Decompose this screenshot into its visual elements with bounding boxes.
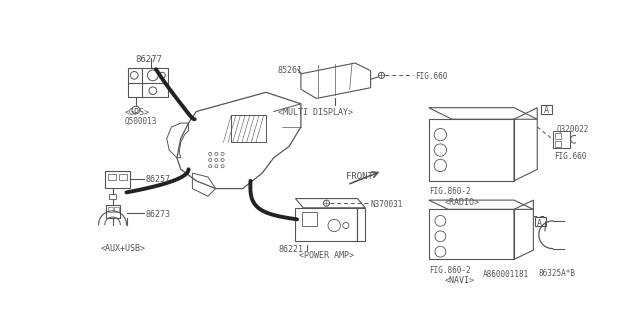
Bar bbox=[108, 174, 116, 180]
Text: <AUX+USB>: <AUX+USB> bbox=[101, 244, 146, 253]
Bar bbox=[119, 174, 127, 180]
Bar bbox=[109, 194, 116, 198]
Text: Q500013: Q500013 bbox=[124, 117, 157, 126]
Text: A: A bbox=[543, 106, 548, 115]
Text: <POWER AMP>: <POWER AMP> bbox=[300, 251, 355, 260]
Bar bbox=[106, 205, 120, 218]
Text: 86277: 86277 bbox=[136, 55, 163, 64]
Text: FIG.860-2: FIG.860-2 bbox=[429, 187, 470, 196]
Text: A860001181: A860001181 bbox=[483, 270, 529, 279]
Bar bbox=[555, 133, 561, 139]
Text: FIG.660: FIG.660 bbox=[554, 152, 587, 161]
Text: Q320022: Q320022 bbox=[557, 124, 589, 134]
Text: 86221: 86221 bbox=[278, 245, 303, 254]
Text: <GPS>: <GPS> bbox=[124, 108, 149, 117]
Text: FIG.860-2: FIG.860-2 bbox=[429, 266, 470, 275]
Text: <NAVI>: <NAVI> bbox=[444, 276, 474, 285]
Text: 86257: 86257 bbox=[145, 175, 170, 184]
Bar bbox=[105, 171, 129, 188]
Bar bbox=[108, 207, 113, 212]
Text: 86325A*B: 86325A*B bbox=[539, 268, 576, 278]
Text: N370031: N370031 bbox=[371, 200, 403, 209]
Text: 85261: 85261 bbox=[278, 66, 303, 75]
Bar bbox=[535, 217, 546, 226]
Text: <RADIO>: <RADIO> bbox=[444, 198, 479, 207]
Text: FRONT: FRONT bbox=[346, 172, 372, 181]
Bar bbox=[301, 212, 317, 226]
Bar bbox=[553, 131, 570, 148]
Bar bbox=[231, 116, 266, 142]
Text: A: A bbox=[537, 219, 542, 228]
Text: <MULTI DISPLAY>: <MULTI DISPLAY> bbox=[278, 108, 353, 117]
Bar bbox=[128, 68, 168, 97]
Bar bbox=[114, 207, 119, 212]
Text: 86273: 86273 bbox=[145, 210, 170, 219]
Bar bbox=[541, 105, 552, 114]
Text: FIG.660: FIG.660 bbox=[415, 72, 447, 81]
Bar bbox=[555, 141, 561, 147]
